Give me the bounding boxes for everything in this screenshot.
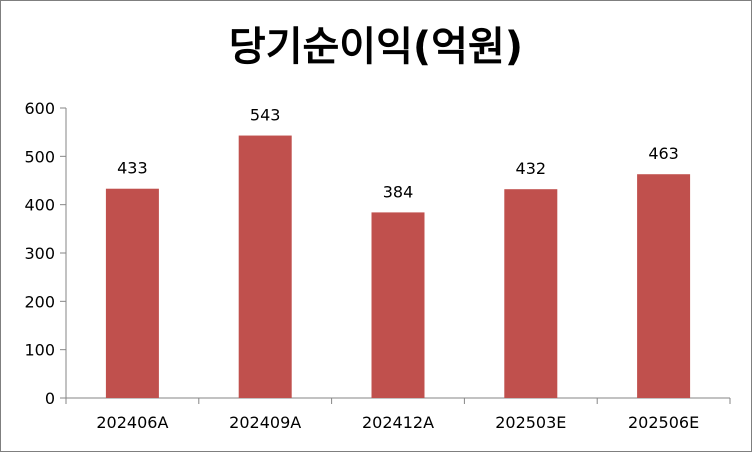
x-tick-label: 202406A	[96, 413, 168, 432]
data-label: 384	[383, 182, 414, 201]
y-tick-label: 400	[24, 196, 55, 215]
data-label: 543	[250, 106, 281, 125]
bar	[637, 174, 691, 398]
y-tick-label: 0	[45, 389, 55, 408]
bars	[105, 135, 691, 399]
bar	[371, 212, 425, 398]
x-tick-label: 202506E	[628, 413, 699, 432]
x-tick-label: 202503E	[495, 413, 566, 432]
bar	[105, 188, 159, 398]
bar	[504, 189, 558, 398]
x-tick-label: 202412A	[362, 413, 434, 432]
data-label: 432	[516, 159, 547, 178]
labels: 0 100 200 300 400 500 600 433 202406A 543 202409A 3…	[24, 99, 699, 432]
y-tick-label: 300	[24, 244, 55, 263]
y-tick-label: 200	[24, 292, 55, 311]
chart-title: 당기순이익(억원)	[228, 24, 524, 70]
x-tick-label: 202409A	[229, 413, 301, 432]
y-tick-label: 600	[24, 99, 55, 118]
data-label: 433	[117, 159, 148, 178]
y-tick-label: 500	[24, 147, 55, 166]
data-label: 463	[648, 144, 679, 163]
y-tick-label: 100	[24, 341, 55, 360]
bar	[238, 135, 292, 399]
